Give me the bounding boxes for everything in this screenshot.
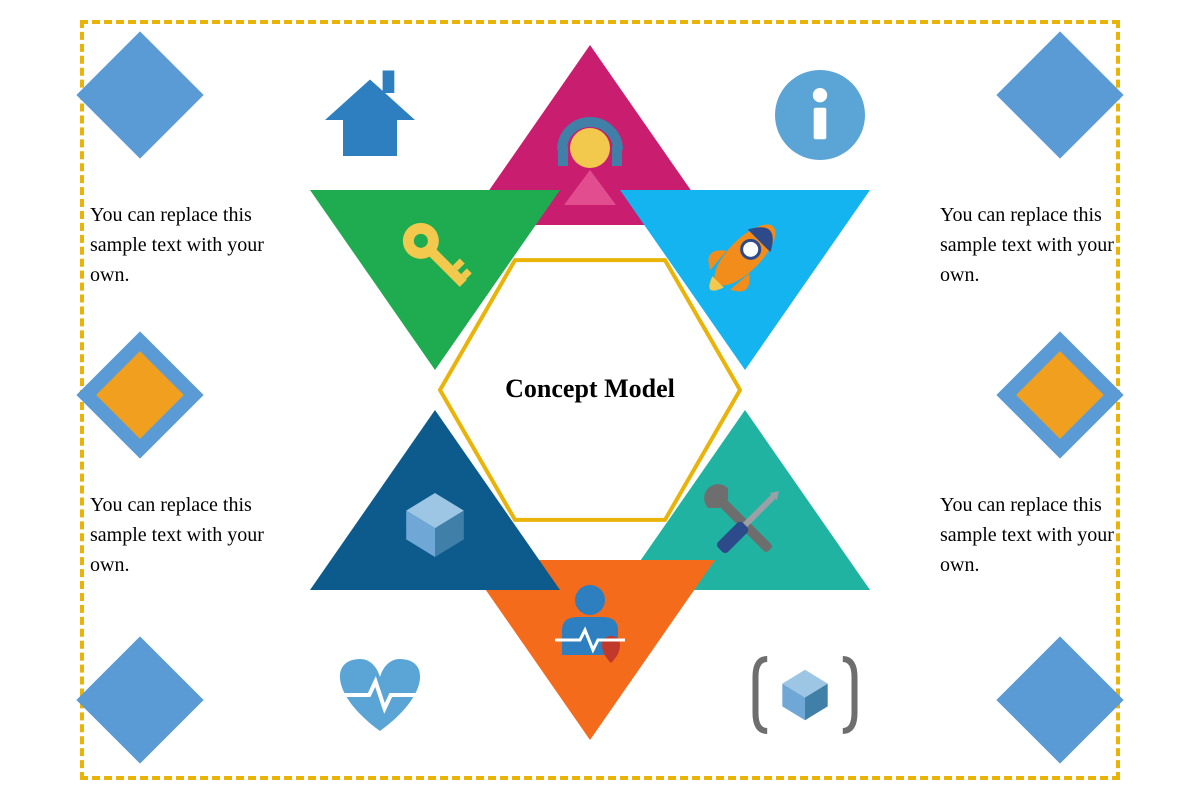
home-icon [325, 71, 415, 157]
bracket-cube-icon [756, 659, 855, 731]
info-icon [775, 70, 865, 160]
center-title: Concept Model [480, 374, 700, 404]
heart-icon [340, 659, 420, 731]
